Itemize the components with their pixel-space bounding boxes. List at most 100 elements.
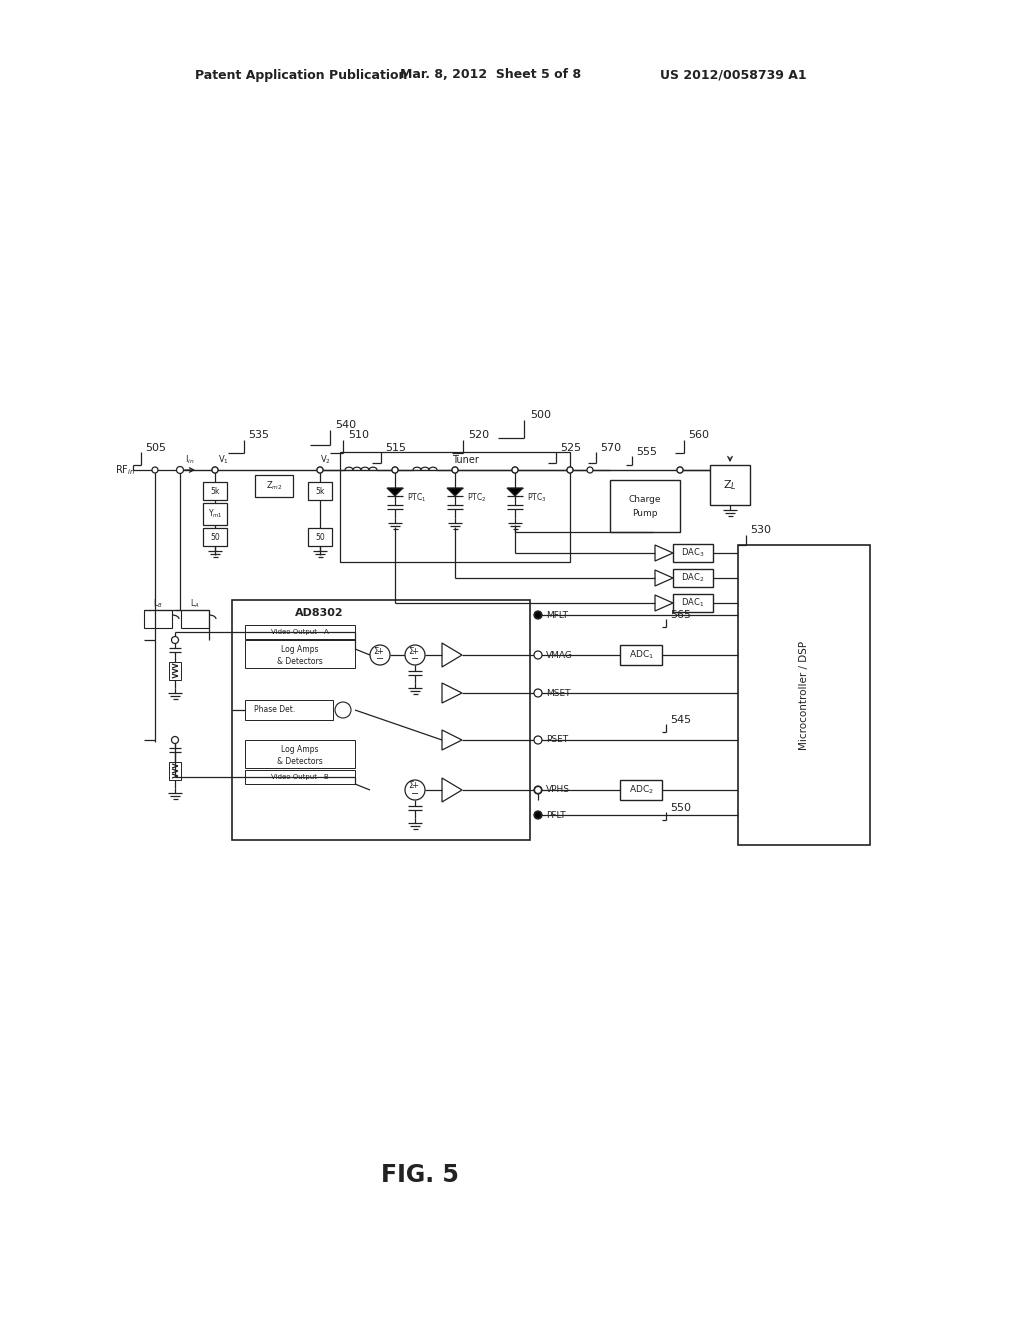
Text: Video Output - A: Video Output - A xyxy=(271,630,329,635)
Text: PTC$_1$: PTC$_1$ xyxy=(407,492,427,504)
Circle shape xyxy=(535,787,542,793)
Circle shape xyxy=(335,702,351,718)
Circle shape xyxy=(534,611,542,619)
Text: 530: 530 xyxy=(750,525,771,535)
Text: I$_{in}$: I$_{in}$ xyxy=(185,454,195,466)
Text: ADC$_1$: ADC$_1$ xyxy=(629,648,653,661)
Text: Σ: Σ xyxy=(409,647,414,656)
Polygon shape xyxy=(387,488,403,496)
Circle shape xyxy=(567,467,573,473)
Text: 535: 535 xyxy=(248,430,269,440)
Circle shape xyxy=(535,812,542,818)
Circle shape xyxy=(452,467,458,473)
Text: PFLT: PFLT xyxy=(546,810,565,820)
Polygon shape xyxy=(447,488,463,496)
Text: 5k: 5k xyxy=(210,487,220,495)
Bar xyxy=(673,544,713,562)
Text: ADC$_2$: ADC$_2$ xyxy=(629,784,653,796)
Bar xyxy=(620,645,662,665)
Text: 500: 500 xyxy=(530,411,551,420)
Circle shape xyxy=(587,467,593,473)
Text: Σ: Σ xyxy=(374,647,379,656)
Polygon shape xyxy=(655,595,673,611)
Text: Y$_{m1}$: Y$_{m1}$ xyxy=(208,508,222,520)
Circle shape xyxy=(535,611,542,619)
Bar xyxy=(232,601,530,840)
Text: +: + xyxy=(412,781,419,791)
Text: 570: 570 xyxy=(600,444,622,453)
Text: PTC$_2$: PTC$_2$ xyxy=(467,492,486,504)
Circle shape xyxy=(534,689,542,697)
Polygon shape xyxy=(442,730,462,750)
Text: & Detectors: & Detectors xyxy=(278,756,323,766)
Bar xyxy=(673,594,713,612)
Text: VPHS: VPHS xyxy=(546,785,570,795)
Text: MSET: MSET xyxy=(546,689,570,697)
Circle shape xyxy=(152,467,158,473)
Circle shape xyxy=(677,467,683,473)
Text: −: − xyxy=(376,653,384,664)
Text: PTC$_3$: PTC$_3$ xyxy=(527,492,547,504)
Circle shape xyxy=(370,645,390,665)
Circle shape xyxy=(534,785,542,795)
Text: AD8302: AD8302 xyxy=(295,609,344,618)
Circle shape xyxy=(534,737,542,744)
Text: −: − xyxy=(411,789,419,799)
Circle shape xyxy=(406,645,425,665)
Circle shape xyxy=(392,467,398,473)
Circle shape xyxy=(212,467,218,473)
Bar xyxy=(610,480,680,532)
Polygon shape xyxy=(442,777,462,803)
Text: 505: 505 xyxy=(145,444,166,453)
Text: MFLT: MFLT xyxy=(546,610,568,619)
Text: Z$_{m2}$: Z$_{m2}$ xyxy=(265,479,283,492)
Circle shape xyxy=(171,737,178,743)
Bar xyxy=(144,610,172,628)
Text: VMAG: VMAG xyxy=(546,651,572,660)
Bar xyxy=(245,640,355,668)
Text: 560: 560 xyxy=(688,430,709,440)
Polygon shape xyxy=(442,682,462,704)
Text: V$_2$: V$_2$ xyxy=(319,454,331,466)
Polygon shape xyxy=(655,570,673,586)
Circle shape xyxy=(512,467,518,473)
Bar xyxy=(245,624,355,639)
Text: 50: 50 xyxy=(315,532,325,541)
Text: Charge: Charge xyxy=(629,495,662,504)
Text: DAC$_1$: DAC$_1$ xyxy=(681,597,705,610)
Text: Patent Application Publication: Patent Application Publication xyxy=(195,69,408,82)
Circle shape xyxy=(534,810,542,818)
Bar xyxy=(245,700,333,719)
Circle shape xyxy=(317,467,323,473)
Text: 550: 550 xyxy=(670,803,691,813)
Text: FIG. 5: FIG. 5 xyxy=(381,1163,459,1187)
Text: 565: 565 xyxy=(670,610,691,620)
Text: PSET: PSET xyxy=(546,735,568,744)
Text: Σ: Σ xyxy=(409,781,414,791)
Circle shape xyxy=(534,651,542,659)
Bar xyxy=(203,503,227,525)
Text: +: + xyxy=(377,647,383,656)
Polygon shape xyxy=(507,488,523,496)
Circle shape xyxy=(317,467,323,473)
Bar xyxy=(245,770,355,784)
Polygon shape xyxy=(655,545,673,561)
Bar xyxy=(340,451,570,562)
Text: RF$_{in}$: RF$_{in}$ xyxy=(115,463,135,477)
Text: −: − xyxy=(411,653,419,664)
Text: 510: 510 xyxy=(348,430,369,440)
Bar xyxy=(169,663,181,680)
Circle shape xyxy=(176,466,183,474)
Bar xyxy=(255,475,293,498)
Text: DAC$_3$: DAC$_3$ xyxy=(681,546,705,560)
Circle shape xyxy=(677,467,683,473)
Text: V$_1$: V$_1$ xyxy=(217,454,228,466)
Text: Log Amps: Log Amps xyxy=(282,746,318,755)
Bar xyxy=(169,762,181,780)
Bar xyxy=(710,465,750,506)
Text: 540: 540 xyxy=(335,420,356,430)
Text: US 2012/0058739 A1: US 2012/0058739 A1 xyxy=(660,69,807,82)
Text: L$_A$: L$_A$ xyxy=(190,598,200,610)
Text: Mar. 8, 2012  Sheet 5 of 8: Mar. 8, 2012 Sheet 5 of 8 xyxy=(400,69,582,82)
Bar xyxy=(738,545,870,845)
